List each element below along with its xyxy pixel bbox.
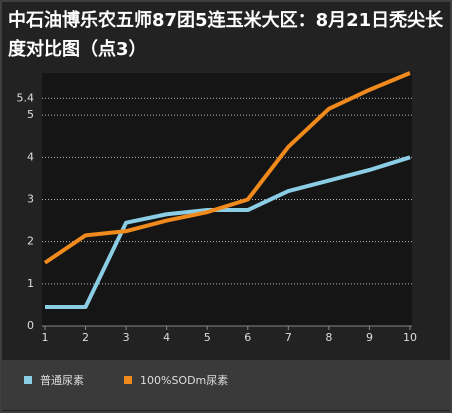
x-tick-label: 6 [244, 331, 251, 344]
x-tick-label: 4 [163, 331, 170, 344]
y-tick-label: 0 [27, 319, 34, 332]
y-tick-label: 4 [27, 150, 34, 163]
x-tick-label: 7 [285, 331, 292, 344]
x-tick-label: 8 [325, 331, 332, 344]
y-tick-label: 5 [27, 108, 34, 121]
legend-swatch [124, 376, 132, 384]
x-tick-label: 10 [403, 331, 417, 344]
y-tick-label: 1 [27, 277, 34, 290]
y-tick-label: 5.4 [17, 91, 35, 104]
chart-title: 中石油博乐农五师87团5连玉米大区：8月21日秃尖长度对比图（点3） [8, 10, 444, 60]
legend-swatch [24, 376, 32, 384]
plot-area [42, 73, 412, 326]
x-tick-label: 3 [123, 331, 130, 344]
y-tick-label: 2 [27, 235, 34, 248]
legend-label: 普通尿素 [40, 373, 84, 387]
series-line [43, 71, 411, 265]
legend-area [2, 360, 450, 410]
legend-label: 100%SODm尿素 [140, 374, 228, 387]
x-tick-label: 9 [366, 331, 373, 344]
series-line [45, 155, 411, 310]
title-box: 中石油博乐农五师87团5连玉米大区：8月21日秃尖长度对比图（点3） [8, 10, 444, 60]
y-tick-label: 3 [27, 193, 34, 206]
x-tick-label: 5 [204, 331, 211, 344]
x-tick-label: 2 [82, 331, 89, 344]
x-tick-label: 1 [42, 331, 49, 344]
